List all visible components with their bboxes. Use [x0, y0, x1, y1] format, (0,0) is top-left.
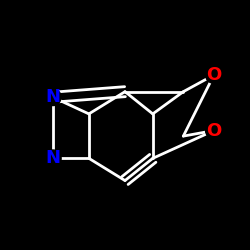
Text: N: N [45, 149, 60, 167]
Circle shape [206, 67, 222, 83]
Circle shape [44, 150, 61, 167]
Text: N: N [45, 88, 60, 106]
Text: O: O [206, 66, 222, 84]
Circle shape [44, 89, 61, 106]
Circle shape [206, 122, 222, 139]
Text: O: O [206, 122, 222, 140]
